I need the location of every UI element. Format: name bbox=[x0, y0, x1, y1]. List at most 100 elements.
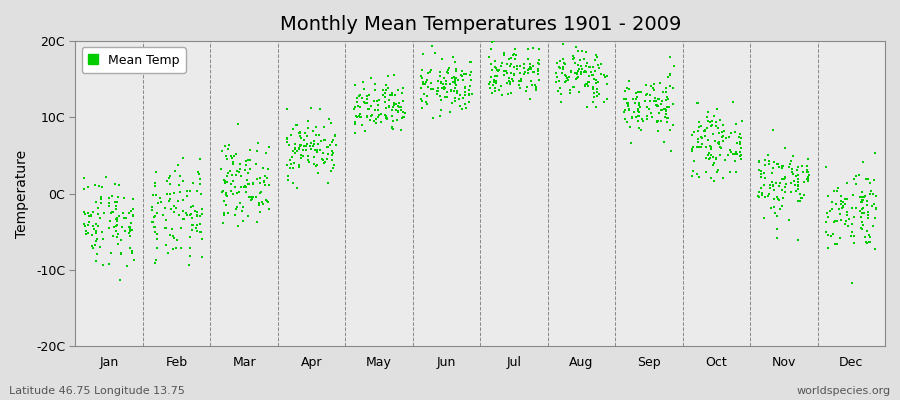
Point bbox=[769, 180, 783, 186]
Point bbox=[500, 61, 515, 68]
Point bbox=[634, 115, 649, 122]
Point bbox=[698, 127, 712, 133]
Point bbox=[218, 143, 232, 150]
Point bbox=[353, 110, 367, 117]
Point bbox=[699, 169, 714, 176]
Point bbox=[320, 156, 334, 162]
Point bbox=[286, 165, 301, 172]
Point bbox=[314, 137, 328, 144]
Point bbox=[309, 124, 323, 130]
Point bbox=[488, 88, 502, 94]
Point bbox=[240, 170, 255, 176]
Title: Monthly Mean Temperatures 1901 - 2009: Monthly Mean Temperatures 1901 - 2009 bbox=[280, 15, 681, 34]
Point bbox=[438, 81, 453, 88]
Point bbox=[301, 132, 315, 139]
Point bbox=[288, 150, 302, 156]
Point bbox=[579, 48, 593, 55]
Point bbox=[162, 175, 176, 182]
Point bbox=[706, 162, 721, 168]
Point bbox=[392, 100, 406, 107]
Point bbox=[116, 195, 130, 201]
Point bbox=[554, 64, 568, 71]
Point bbox=[328, 132, 342, 139]
Point bbox=[91, 210, 105, 217]
Point bbox=[378, 90, 392, 97]
Point bbox=[686, 144, 700, 150]
Point bbox=[242, 181, 256, 187]
Point bbox=[588, 68, 602, 74]
Point bbox=[90, 236, 104, 242]
Point bbox=[352, 92, 366, 99]
Point bbox=[562, 86, 577, 93]
Point bbox=[86, 226, 101, 232]
Point bbox=[832, 211, 847, 217]
Point bbox=[289, 148, 303, 155]
Point bbox=[580, 104, 595, 110]
Point bbox=[568, 60, 582, 66]
Point bbox=[280, 138, 294, 145]
Point bbox=[699, 114, 714, 121]
Point bbox=[215, 189, 230, 196]
Point bbox=[360, 114, 374, 120]
Point bbox=[463, 72, 477, 78]
Point bbox=[182, 262, 196, 268]
Point bbox=[81, 230, 95, 236]
Point bbox=[766, 182, 780, 188]
Point bbox=[844, 280, 859, 286]
Point bbox=[651, 118, 665, 124]
Point bbox=[835, 204, 850, 210]
Point bbox=[579, 68, 593, 75]
Point bbox=[708, 138, 723, 144]
Point bbox=[791, 179, 806, 186]
Point bbox=[790, 172, 805, 178]
Point bbox=[229, 206, 243, 212]
Point bbox=[703, 152, 717, 158]
Point bbox=[555, 41, 570, 47]
Point bbox=[249, 176, 264, 182]
Point bbox=[356, 98, 371, 105]
Point bbox=[484, 90, 499, 96]
Point bbox=[372, 112, 386, 118]
Point bbox=[429, 90, 444, 97]
Point bbox=[110, 215, 124, 222]
Point bbox=[186, 202, 201, 209]
Point bbox=[233, 160, 248, 167]
Point bbox=[630, 118, 644, 125]
Point bbox=[449, 66, 464, 72]
Point bbox=[179, 212, 194, 218]
Point bbox=[307, 141, 321, 147]
Point bbox=[109, 228, 123, 234]
Point bbox=[784, 189, 798, 196]
Point bbox=[708, 155, 723, 162]
Point bbox=[710, 169, 724, 175]
Point bbox=[666, 101, 680, 107]
Point bbox=[104, 193, 119, 200]
Point bbox=[89, 258, 104, 264]
Point bbox=[642, 106, 656, 113]
Point bbox=[592, 64, 607, 71]
Point bbox=[382, 92, 397, 98]
Point bbox=[778, 145, 792, 151]
Point bbox=[640, 91, 654, 97]
Point bbox=[194, 228, 208, 235]
Point bbox=[255, 199, 269, 205]
Point bbox=[464, 69, 478, 75]
Point bbox=[854, 224, 868, 231]
Point bbox=[193, 181, 207, 187]
Point bbox=[95, 236, 110, 242]
Point bbox=[752, 159, 766, 165]
Point bbox=[224, 181, 238, 188]
Point bbox=[643, 92, 657, 98]
Point bbox=[715, 129, 729, 135]
Point bbox=[667, 63, 681, 70]
Point bbox=[434, 96, 448, 103]
Point bbox=[310, 163, 324, 169]
Point bbox=[831, 185, 845, 192]
Point bbox=[239, 158, 254, 164]
Point bbox=[325, 152, 339, 158]
Point bbox=[219, 191, 233, 198]
Point bbox=[112, 277, 127, 284]
Point bbox=[482, 36, 496, 43]
Point bbox=[147, 224, 161, 230]
Point bbox=[628, 96, 643, 103]
